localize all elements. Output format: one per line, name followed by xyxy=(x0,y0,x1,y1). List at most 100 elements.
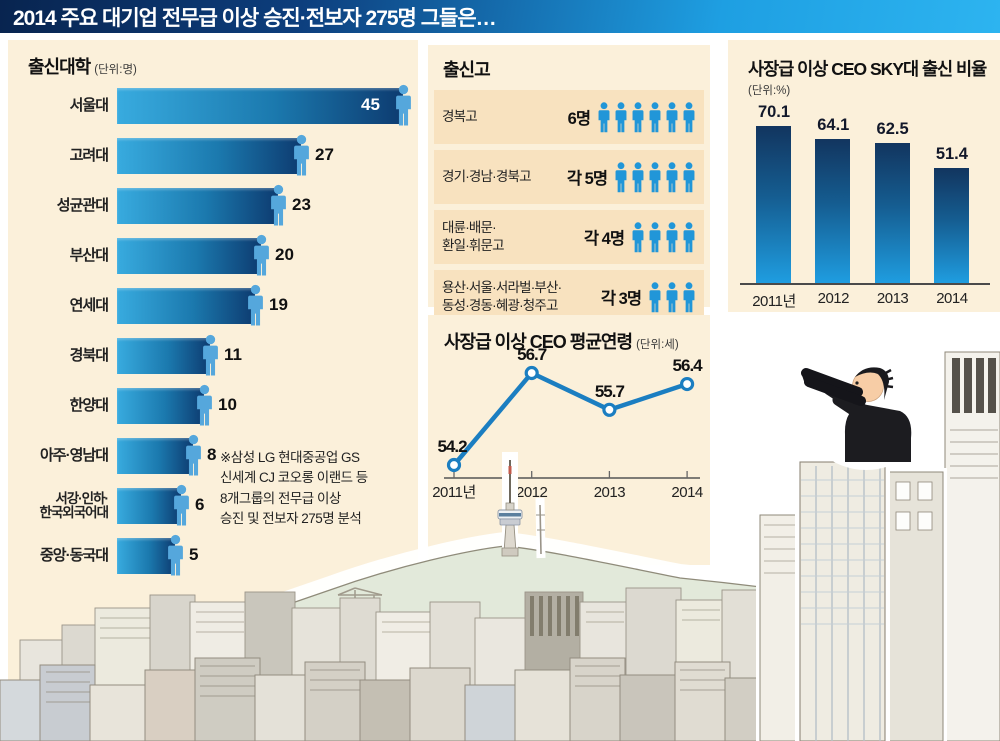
sky-ratio-panel: 사장급 이상 CEO SKY대 출신 비율 (단위:%) 70.1 2011년 64… xyxy=(728,40,1000,312)
university-bar xyxy=(117,488,181,524)
person-icon xyxy=(246,284,265,327)
university-rows: 서울대 45 고려대 27 성균관대 23 부산대 20 연세대 19 경북대 11 한양대 10 아주·영… xyxy=(8,84,418,576)
university-label: 경북대 xyxy=(69,347,109,365)
university-value: 27 xyxy=(315,145,334,164)
sky-ratio-category: 2012 xyxy=(817,290,850,307)
buildings-right-cluster xyxy=(756,348,1000,741)
university-bar-track: 20 xyxy=(117,234,418,276)
university-bar-row: 서울대 45 xyxy=(8,84,418,126)
sky-ratio-bar xyxy=(874,143,910,283)
sky-ratio-unit-label: (단위:%) xyxy=(748,85,791,97)
sky-ratio-value: 51.4 xyxy=(935,145,968,163)
sky-ratio-category: 2011년 xyxy=(752,293,796,310)
university-label: 서울대 xyxy=(69,97,109,115)
university-label: 부산대 xyxy=(69,247,109,265)
sky-ratio-category: 2014 xyxy=(936,290,968,307)
sky-ratio-value: 62.5 xyxy=(876,120,909,138)
university-chart-title: 출신대학 (단위:명) xyxy=(28,57,137,77)
university-label: 성균관대 xyxy=(56,197,109,215)
university-unit-label: (단위:명) xyxy=(94,64,137,76)
university-bar-row: 경북대 11 xyxy=(8,334,418,376)
svg-text:2012: 2012 xyxy=(516,484,548,501)
dark-building-stripes xyxy=(530,596,579,636)
university-bar-row: 성균관대 23 xyxy=(8,184,418,226)
svg-text:2014: 2014 xyxy=(671,484,703,501)
university-bar-track: 19 xyxy=(117,284,418,326)
university-bar xyxy=(117,138,301,174)
person-icon xyxy=(172,484,191,527)
highschool-count: 6명 xyxy=(567,110,591,128)
person-icon xyxy=(184,434,203,477)
university-label: 연세대 xyxy=(69,297,109,315)
university-bar xyxy=(117,288,255,324)
person-icon xyxy=(292,134,311,177)
sky-ratio-bar xyxy=(933,168,969,283)
university-bar xyxy=(117,88,403,124)
highschool-label: 경복고 xyxy=(442,108,478,124)
university-bar-row: 연세대 19 xyxy=(8,284,418,326)
university-value: 10 xyxy=(218,395,237,414)
highschool-count: 각 3명 xyxy=(600,290,642,308)
university-bar xyxy=(117,388,204,424)
university-bar xyxy=(117,238,261,274)
university-bar-track: 45 xyxy=(117,84,418,126)
university-bar-track: 6 xyxy=(117,484,418,526)
sky-ratio-category: 2013 xyxy=(876,290,909,307)
university-chart-panel: 출신대학 (단위:명) 서울대 45 고려대 27 성균관대 23 부산대 20 연세대 19 경북… xyxy=(8,40,418,705)
highschool-row: 경기·경남·경북고 각 5명 xyxy=(434,150,704,204)
university-bar-track: 10 xyxy=(117,384,418,426)
university-label: 한양대 xyxy=(69,397,109,415)
svg-text:56.4: 56.4 xyxy=(673,356,704,375)
sky-ratio-bar xyxy=(815,139,851,283)
highschool-count: 각 4명 xyxy=(583,230,625,248)
svg-text:2011년: 2011년 xyxy=(432,484,476,501)
university-label: 중앙·동국대 xyxy=(40,547,109,565)
university-label: 고려대 xyxy=(69,147,109,165)
svg-text:54.2: 54.2 xyxy=(437,437,467,456)
title-bar: 2014 주요 대기업 전무급 이상 승진·전보자 275명 그들은… xyxy=(0,0,1000,33)
ceo-age-title: 사장급 이상 CEO 평균연령 (단위:세) xyxy=(444,332,679,352)
x-axis-line xyxy=(740,283,990,285)
highschool-rows: 경복고 6명 경기·경남·경북고 각 5명 대륜·배문· 환일·휘문고 각 4명 용산·서울… xyxy=(428,82,710,324)
highschool-label: 대륜·배문· 환일·휘문고 xyxy=(442,219,505,253)
highschool-title: 출신고 xyxy=(443,60,491,80)
sky-ratio-title: 사장급 이상 CEO SKY대 출신 비율 xyxy=(748,59,987,79)
person-icon-group xyxy=(614,161,696,193)
university-value: 11 xyxy=(224,345,242,364)
university-bar-row: 한양대 10 xyxy=(8,384,418,426)
university-bar-track: 11 xyxy=(117,334,418,376)
university-bar-track: 8 xyxy=(117,434,418,476)
university-bar xyxy=(117,188,278,224)
university-value: 23 xyxy=(292,195,311,214)
university-bar-row: 중앙·동국대 5 xyxy=(8,534,418,576)
ceo-age-line-chart: 54.2 56.7 55.7 56.4 2011년 2012 2013 2014 xyxy=(432,345,704,501)
university-value: 5 xyxy=(189,545,199,564)
sky-ratio-bar xyxy=(756,126,791,283)
sky-ratio-value: 70.1 xyxy=(757,103,791,121)
person-icon-group xyxy=(648,281,696,313)
svg-text:56.7: 56.7 xyxy=(517,345,547,364)
svg-text:2013: 2013 xyxy=(594,484,626,501)
person-icon xyxy=(166,534,185,577)
university-value: 6 xyxy=(195,495,205,514)
university-bar-row: 부산대 20 xyxy=(8,234,418,276)
university-label: 아주·영남대 xyxy=(40,447,109,465)
university-label: 서강·인하· 한국외국어대 xyxy=(39,490,109,520)
university-value: 45 xyxy=(361,95,380,114)
university-value: 20 xyxy=(275,245,294,264)
page-title: 2014 주요 대기업 전무급 이상 승진·전보자 275명 그들은… xyxy=(13,6,497,30)
person-icon xyxy=(201,334,220,377)
ceo-age-panel: 54.2 56.7 55.7 56.4 2011년 2012 2013 2014 사장급 이상… xyxy=(428,315,710,565)
university-value: 19 xyxy=(269,295,288,314)
university-bar-track: 23 xyxy=(117,184,418,226)
sky-ratio-value: 64.1 xyxy=(817,116,850,134)
university-bar-row: 서강·인하· 한국외국어대 6 xyxy=(8,484,418,526)
highschool-count: 각 5명 xyxy=(566,170,608,188)
university-bar-row: 고려대 27 xyxy=(8,134,418,176)
ceo-age-unit-label: (단위:세) xyxy=(636,339,679,351)
person-icon-group xyxy=(597,101,696,133)
highschool-row: 대륜·배문· 환일·휘문고 각 4명 xyxy=(434,210,704,264)
person-icon xyxy=(252,234,271,277)
person-icon-group xyxy=(631,221,696,253)
